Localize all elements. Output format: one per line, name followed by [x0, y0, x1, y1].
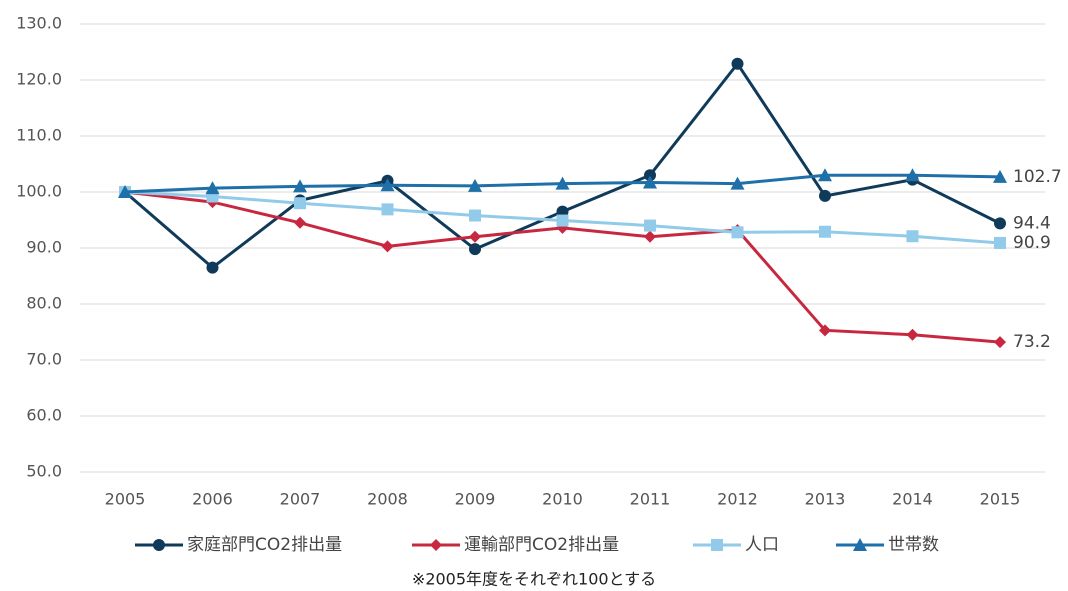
data-label: 90.9 — [1013, 233, 1051, 253]
series-line — [124, 61, 1001, 270]
legend-item: 世帯数 — [836, 535, 939, 555]
x-tick-label: 2014 — [892, 490, 933, 509]
marker — [644, 169, 656, 182]
y-tick-label: 70.0 — [26, 350, 62, 369]
y-tick-label: 130.0 — [16, 14, 62, 33]
marker — [644, 230, 656, 243]
x-tick-label: 2011 — [630, 490, 671, 509]
marker — [468, 178, 482, 192]
x-tick-label: 2008 — [367, 490, 408, 509]
marker — [294, 197, 306, 210]
x-tick-label: 2007 — [280, 490, 321, 509]
marker — [993, 169, 1007, 183]
legend-label: 人口 — [745, 535, 779, 555]
marker — [819, 324, 831, 337]
marker — [731, 226, 744, 239]
marker — [294, 216, 306, 229]
marker — [731, 57, 744, 70]
legend-label: 世帯数 — [888, 535, 939, 555]
legend-marker — [153, 539, 165, 551]
y-tick-label: 90.0 — [26, 238, 62, 257]
legend-label: 家庭部門CO2排出量 — [187, 535, 342, 555]
y-tick-label: 50.0 — [26, 462, 62, 481]
legend-item: 運輸部門CO2排出量 — [412, 535, 619, 555]
data-label: 94.4 — [1013, 213, 1051, 233]
marker — [469, 209, 481, 222]
data-label: 73.2 — [1013, 332, 1051, 352]
y-tick-label: 60.0 — [26, 406, 62, 425]
marker — [381, 203, 394, 216]
x-tick-label: 2006 — [192, 490, 233, 509]
marker — [205, 181, 220, 195]
y-tick-label: 100.0 — [16, 182, 62, 201]
y-tick-label: 110.0 — [16, 126, 62, 145]
marker — [381, 240, 394, 253]
marker — [293, 179, 307, 193]
marker — [994, 236, 1006, 249]
marker — [994, 217, 1006, 230]
marker — [644, 219, 656, 232]
legend-marker — [430, 539, 442, 551]
x-tick-label: 2005 — [105, 490, 146, 509]
marker — [994, 336, 1006, 349]
x-tick-label: 2009 — [455, 490, 496, 509]
marker — [819, 189, 831, 202]
marker — [906, 230, 919, 243]
marker — [819, 225, 831, 238]
legend-marker — [711, 539, 723, 551]
x-tick-label: 2012 — [717, 490, 758, 509]
legend-marker — [853, 538, 867, 551]
note: ※2005年度をそれぞれ100とする — [412, 570, 656, 589]
legend-item: 家庭部門CO2排出量 — [135, 535, 342, 555]
marker — [730, 176, 745, 190]
x-tick-label: 2013 — [805, 490, 846, 509]
marker — [469, 243, 481, 256]
marker — [818, 168, 832, 182]
legend-item: 人口 — [693, 535, 779, 555]
x-tick-label: 2010 — [542, 490, 583, 509]
marker — [118, 185, 132, 198]
marker — [555, 176, 570, 190]
marker — [556, 214, 569, 227]
marker — [906, 328, 919, 341]
data-label: 102.7 — [1013, 167, 1062, 187]
marker — [380, 178, 395, 192]
marker — [469, 230, 481, 243]
marker — [643, 175, 657, 189]
legend-label: 運輸部門CO2排出量 — [464, 535, 619, 555]
x-tick-label: 2015 — [980, 490, 1021, 509]
y-tick-label: 80.0 — [26, 294, 62, 313]
marker — [206, 261, 219, 274]
marker — [905, 168, 920, 182]
y-tick-label: 120.0 — [16, 70, 62, 89]
